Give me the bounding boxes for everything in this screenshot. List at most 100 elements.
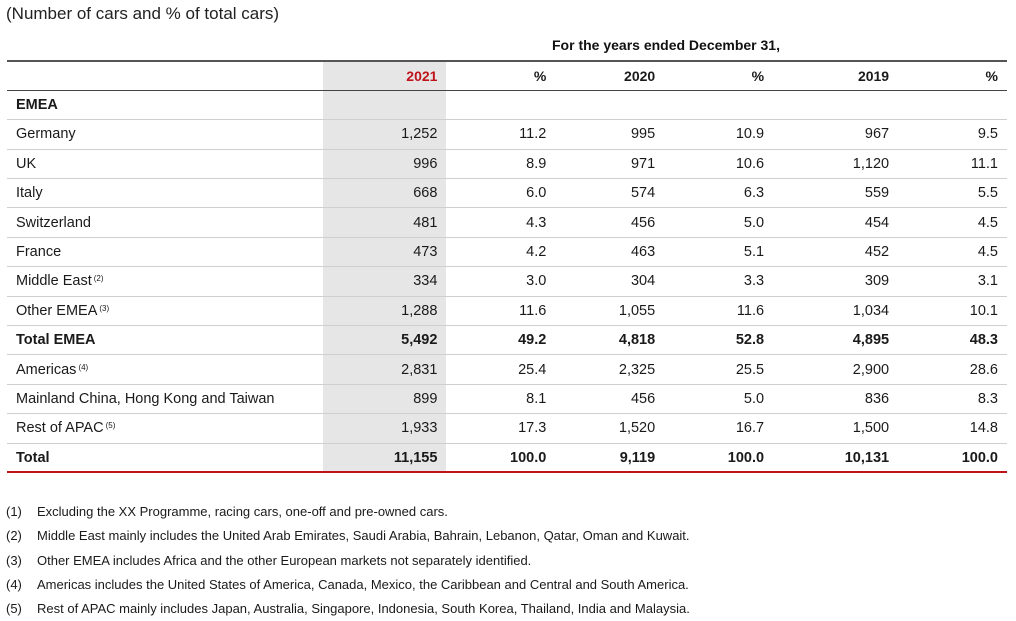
footnote-ref: (4) [78,362,89,372]
value-cell: 1,055 [618,302,656,319]
value-cell: 3.1 [977,273,998,290]
footnote: (4) Americas includes the United States o… [6,573,690,597]
period-header: For the years ended December 31, [552,37,780,53]
header-row: 2021 % 2020 % 2019 % [7,61,1007,91]
value-cell: 10.6 [735,155,765,172]
footnote-ref: (5) [105,421,116,431]
value-cell: 899 [323,384,447,414]
value-cell: 2,831 [323,354,447,385]
value-cell: 8.9 [526,155,547,172]
value-cell: 8.1 [526,390,547,407]
value-cell: 11.6 [736,302,765,319]
value-cell: 4.3 [526,214,547,231]
row-label: UK [7,149,323,178]
value-cell: 100.0 [510,449,547,466]
value-cell: 1,933 [323,413,447,444]
value-cell: 454 [864,214,890,231]
footnote-text: Rest of APAC mainly includes Japan, Aust… [37,601,690,617]
header-pct-2019: % [985,67,998,84]
value-cell: 5,492 [323,325,447,355]
footnote-number: (4) [6,576,22,592]
value-cell: 304 [630,273,656,290]
value-cell: 836 [864,390,890,407]
footnote: (5) Rest of APAC mainly includes Japan, A… [6,597,690,621]
section-row-emea: EMEA [7,90,1007,120]
table-row: France 473 4.2 463 5.1 452 4.5 [7,237,1007,267]
value-cell: 473 [323,237,447,267]
row-label-text: Other EMEA [16,302,98,319]
value-cell: 463 [630,244,656,261]
footnote-ref: (3) [99,303,110,313]
value-cell: 1,120 [852,155,890,172]
table-row: Middle East (2) 334 3.0 304 3.3 309 3.1 [7,266,1007,297]
value-cell: 8.3 [977,390,998,407]
row-label-text: France [16,244,62,261]
row-label: Total EMEA [7,326,323,355]
value-cell: 4.5 [977,244,998,261]
value-cell: 6.0 [526,185,547,202]
row-label: Italy [7,179,323,208]
value-cell: 2,900 [852,361,890,378]
value-cell: 4.5 [977,214,998,231]
section-label: EMEA [16,97,58,114]
value-cell: 4.2 [526,244,547,261]
header-label-cell [7,61,323,90]
value-cell: 309 [864,273,890,290]
value-cell: 996 [323,149,447,179]
table-row: Americas (4) 2,831 25.4 2,325 25.5 2,900 28.6 [7,354,1007,385]
row-label-text: Total EMEA [16,332,96,349]
row-label-text: Mainland China, Hong Kong and Taiwan [16,390,275,407]
row-label: Total [7,443,323,472]
value-cell: 3.3 [743,273,765,290]
row-label-text: Germany [16,126,76,143]
value-cell: 6.3 [743,185,765,202]
value-cell: 14.8 [969,420,998,437]
value-cell: 10,131 [844,449,890,466]
value-cell: 995 [630,126,656,143]
footnotes: (1) Excluding the XX Programme, racing ca… [6,500,690,621]
value-cell: 4,895 [852,332,890,349]
footnote-text: Excluding the XX Programme, racing cars,… [37,504,448,519]
table-row: Total EMEA 5,492 49.2 4,818 52.8 4,895 48.3 [7,325,1007,355]
header-2021: 2021 [323,61,447,91]
footnote: (2) Middle East mainly includes the Unite… [6,524,690,548]
value-cell: 100.0 [727,449,765,466]
value-cell: 456 [630,214,656,231]
value-cell: 11.1 [970,155,998,172]
row-label-text: UK [16,155,37,172]
row-label: Mainland China, Hong Kong and Taiwan [7,384,323,413]
value-cell: 971 [630,155,656,172]
table-row: Italy 668 6.0 574 6.3 559 5.5 [7,178,1007,208]
row-label: Germany [7,120,323,149]
value-cell: 668 [323,178,447,208]
value-cell: 2,325 [618,361,656,378]
value-cell: 4,818 [618,332,656,349]
footnote-text: Other EMEA includes Africa and the other… [37,552,532,568]
footnote-text: Americas includes the United States of A… [37,576,689,592]
header-pct-2020: % [751,67,765,84]
row-label: Middle East (2) [7,267,323,296]
value-cell: 11.2 [519,126,547,143]
value-cell: 11,155 [323,443,447,473]
footnote: (1) Excluding the XX Programme, racing ca… [6,500,690,524]
row-label-text: Italy [16,185,43,202]
value-cell: 334 [323,266,447,297]
value-cell: 559 [864,185,890,202]
header-2020: 2020 [624,67,656,84]
value-cell: 967 [864,126,890,143]
value-cell: 5.0 [743,214,765,231]
footnote: (3) Other EMEA includes Africa and the ot… [6,549,690,573]
value-cell: 11.6 [519,302,547,319]
row-label: Other EMEA (3) [7,296,323,325]
table-row: Switzerland 481 4.3 456 5.0 454 4.5 [7,207,1007,238]
value-cell: 48.3 [969,332,998,349]
table-row: Germany 1,252 11.2 995 10.9 967 9.5 [7,119,1007,150]
value-cell: 3.0 [526,273,547,290]
value-cell: 452 [864,244,890,261]
table-subtitle: (Number of cars and % of total cars) [6,4,280,23]
row-label-text: Total [16,449,50,466]
value-cell: 1,252 [323,119,447,150]
row-label: Switzerland [7,208,323,237]
footnote-number: (3) [6,552,22,568]
value-cell: 9,119 [619,449,656,466]
